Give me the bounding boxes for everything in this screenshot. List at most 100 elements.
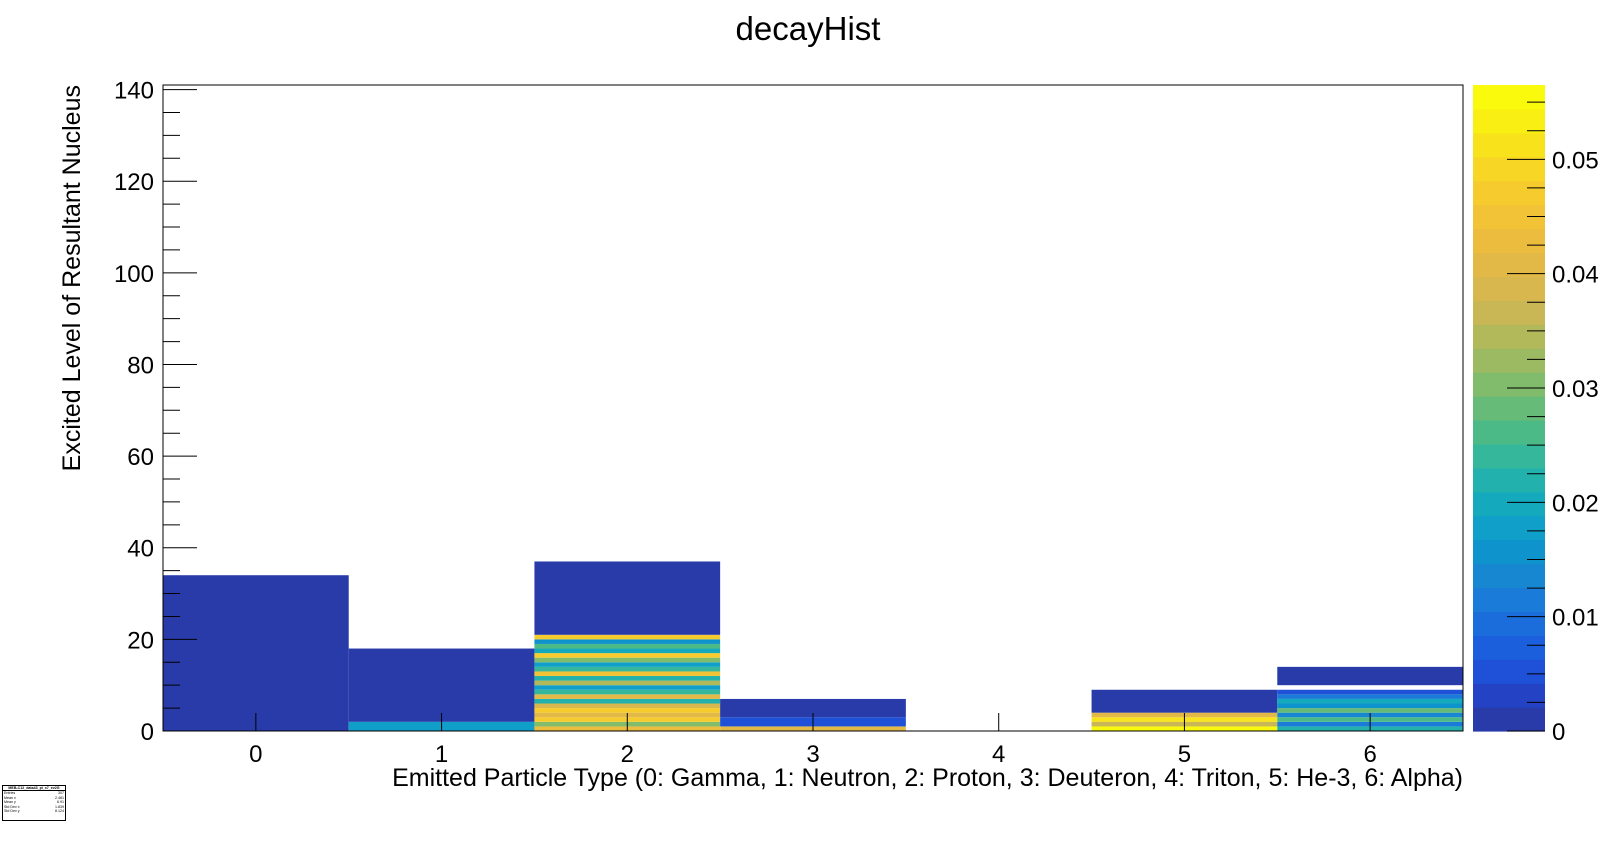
heatmap-cell — [534, 703, 721, 709]
y-tick-label: 100 — [114, 261, 154, 288]
color-scale-swatch — [1473, 515, 1545, 541]
y-axis: 0 20 40 60 80 100 120 140 — [114, 78, 197, 746]
heatmap-cell — [534, 698, 721, 704]
color-scale-label: 0.04 — [1552, 262, 1599, 289]
stats-row: Std Dev x 1.839 — [3, 805, 65, 809]
color-scale-label: 0.03 — [1552, 376, 1599, 403]
color-scale-label: 0.05 — [1552, 147, 1599, 174]
stats-label: Std Dev x — [4, 804, 20, 809]
stats-label: Mean x — [4, 795, 16, 800]
x-axis-label: Emitted Particle Type (0: Gamma, 1: Neut… — [392, 764, 1463, 792]
heatmap-cell — [1277, 703, 1463, 709]
heatmap-cell — [534, 671, 721, 677]
color-scale-swatch — [1473, 635, 1545, 660]
stats-row: Mean y 6.91 — [3, 800, 65, 804]
color-scale-swatch — [1473, 324, 1545, 349]
color-scale-swatch — [1473, 156, 1545, 182]
color-scale-swatch — [1473, 659, 1545, 684]
heatmap-cell — [1277, 698, 1463, 704]
stats-row: Mean x 2.481 — [3, 796, 65, 800]
heatmap-cells — [163, 561, 1463, 731]
heatmap-cell — [1091, 689, 1278, 713]
y-tick-label: 120 — [114, 169, 154, 196]
heatmap-cell — [534, 634, 721, 640]
color-scale-swatch — [1473, 300, 1545, 325]
stats-rows: Entries 307 Mean x 2.481 Mean y 6.91 Std Dev x… — [3, 791, 65, 813]
stats-value: 2.481 — [55, 795, 64, 800]
stats-value: 6.91 — [57, 800, 64, 805]
y-tick-label: 20 — [127, 627, 154, 654]
heatmap-cell — [534, 685, 721, 690]
y-axis-label: Excited Level of Resultant Nucleus — [58, 85, 86, 471]
color-scale-swatch — [1473, 180, 1545, 206]
color-scale-swatch — [1473, 276, 1545, 301]
color-scale-swatch — [1473, 85, 1545, 110]
heatmap-cell — [348, 648, 535, 722]
stats-label: Std Dev y — [4, 809, 20, 814]
x-tick-label: 5 — [1178, 741, 1191, 768]
stats-box: MEB-C12_data43_pi_x7_ev2G Entries 307 Mean… — [2, 785, 66, 821]
x-tick-label: 0 — [249, 741, 262, 768]
heatmap-cell — [534, 666, 721, 672]
heatmap-cell — [534, 694, 721, 699]
heatmap-cell — [163, 575, 349, 731]
heatmap-cell — [534, 648, 721, 654]
heatmap-cell — [1277, 666, 1463, 686]
x-tick-label: 4 — [992, 741, 1005, 768]
heatmap-cell — [534, 561, 721, 635]
color-scale-swatch — [1473, 132, 1545, 158]
stats-value: 1.839 — [55, 804, 64, 809]
color-scale-swatch — [1473, 443, 1545, 469]
plot-frame — [162, 84, 1464, 732]
color-scale-swatch — [1473, 252, 1545, 278]
color-scale-swatch — [1473, 707, 1545, 732]
color-scale-swatch — [1473, 228, 1545, 254]
y-tick-label: 0 — [141, 719, 154, 746]
heatmap-cell — [534, 708, 721, 713]
heatmap-cell — [534, 680, 721, 686]
stats-label: Entries — [4, 791, 16, 796]
heatmap-cell — [534, 639, 721, 644]
color-scale-swatch — [1473, 348, 1545, 373]
x-tick-label: 3 — [806, 741, 819, 768]
stats-label: Mean y — [4, 800, 16, 805]
color-scale-swatch — [1473, 587, 1545, 612]
color-scale-swatch — [1473, 108, 1545, 134]
color-scale-swatch — [1473, 563, 1545, 589]
y-tick-label: 80 — [127, 352, 154, 379]
color-scale-swatch — [1473, 467, 1545, 493]
color-scale-swatch — [1473, 419, 1545, 445]
heatmap-cell — [720, 698, 906, 718]
heatmap-cell — [1277, 689, 1463, 695]
heatmap-cell — [534, 689, 721, 695]
heatmap-cell — [534, 657, 721, 663]
color-scale-label: 0 — [1552, 719, 1565, 746]
chart-title: decayHist — [736, 10, 881, 47]
x-tick-label: 1 — [435, 741, 448, 768]
stats-row: Entries 307 — [3, 791, 65, 795]
color-scale-bar: 0 0.01 0.02 0.03 0.04 0.05 — [1473, 85, 1599, 746]
y-tick-label: 140 — [114, 78, 154, 105]
stats-value: 8.124 — [55, 809, 64, 814]
y-tick-label: 40 — [127, 536, 154, 563]
heatmap-cell — [534, 676, 721, 681]
stats-row: Std Dev y 8.124 — [3, 809, 65, 813]
heatmap-cell — [1277, 694, 1463, 699]
color-scale-swatch — [1473, 611, 1545, 636]
heatmap-cell — [1277, 708, 1463, 713]
color-scale-swatch — [1473, 683, 1545, 708]
x-tick-label: 2 — [621, 741, 634, 768]
x-axis: 0 1 2 3 4 5 6 — [249, 713, 1377, 768]
stats-value: 307 — [58, 791, 64, 796]
stats-title: MEB-C12_data43_pi_x7_ev2G — [3, 786, 65, 792]
x-tick-label: 6 — [1363, 741, 1376, 768]
color-scale-swatch — [1473, 491, 1545, 517]
heatmap-cell — [534, 662, 721, 667]
color-scale-label: 0.02 — [1552, 490, 1599, 517]
y-tick-label: 60 — [127, 444, 154, 471]
color-scale-label: 0.01 — [1552, 605, 1599, 632]
color-scale-swatch — [1473, 539, 1545, 565]
color-scale-swatch — [1473, 372, 1545, 397]
heatmap-cell — [534, 653, 721, 658]
